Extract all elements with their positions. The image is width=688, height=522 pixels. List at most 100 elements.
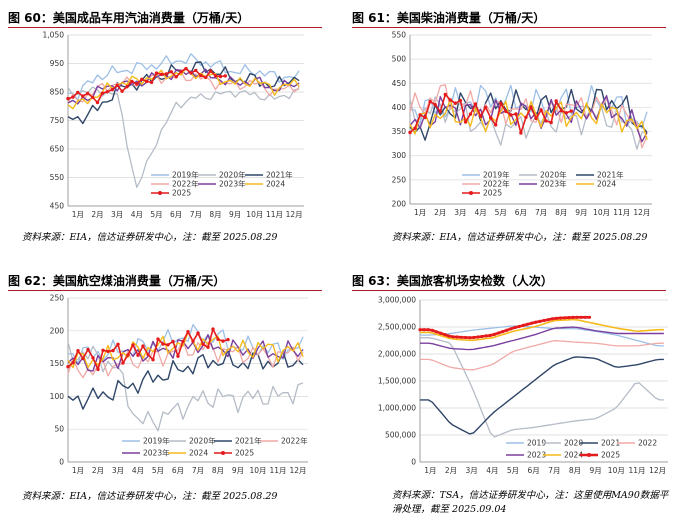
legend-label-2019: 2019年	[172, 170, 199, 180]
y-tick-label: 50	[54, 425, 64, 434]
series-point-2025	[519, 131, 523, 135]
series-point-2025	[91, 356, 95, 360]
series-point-2025	[525, 322, 530, 326]
legend-label-2020: 2020年	[540, 170, 567, 180]
figure-63-source-line-2: 滑处理，截至 2025.09.04	[392, 504, 507, 515]
x-tick-label: 4月	[474, 208, 486, 217]
series-point-2025	[418, 328, 422, 332]
series-point-2025	[484, 334, 488, 338]
series-point-2025	[451, 335, 455, 339]
x-tick-label: 2月	[434, 208, 446, 217]
y-tick-label: 750	[50, 116, 65, 125]
series-point-2025	[169, 70, 173, 74]
series-point-2025	[81, 94, 85, 98]
series-point-2025	[223, 74, 227, 78]
series-point-2025	[126, 353, 130, 357]
x-tick-label: 4月	[132, 466, 144, 475]
series-point-2025	[115, 83, 119, 87]
airport-screening-chart: 0 500,000 1,000,000 1,500,000 2,000,000 2,500…	[378, 296, 668, 475]
series-point-2025	[554, 99, 558, 103]
series-point-2025	[569, 109, 573, 113]
figure-63-title: 图 63：美国旅客机场安检数（人次）	[352, 274, 553, 288]
series-point-2025	[164, 72, 168, 76]
series-line-2023	[409, 95, 648, 143]
series-point-2025	[204, 75, 208, 80]
series-point-2025	[151, 358, 155, 362]
legend-label-2019: 2019年	[483, 170, 510, 180]
x-tick-label: 3月	[112, 466, 124, 475]
series-point-2025	[218, 74, 223, 79]
series-point-2025	[86, 91, 90, 96]
series-point-2025	[106, 349, 110, 354]
series-point-2025	[476, 335, 480, 339]
series-line-2024	[67, 67, 300, 110]
series-point-2025	[111, 348, 115, 353]
series-point-2025	[96, 367, 100, 372]
series-point-2025	[434, 330, 439, 334]
x-tick-label: 9月	[590, 466, 602, 475]
series-point-2025	[181, 339, 185, 344]
y-tick-label: 200	[392, 200, 407, 209]
legend-label-2024: 2024	[266, 180, 285, 189]
series-point-2025	[121, 361, 125, 365]
x-tick-label: 8月	[555, 208, 567, 217]
series-line-2023	[67, 334, 304, 372]
series-point-2025	[184, 66, 188, 71]
series-point-2025	[141, 344, 145, 348]
x-tick-label: 7月	[548, 466, 560, 475]
series-point-2025	[81, 356, 85, 361]
x-tick-label: 12月	[649, 466, 666, 475]
legend-label-2021: 2021年	[597, 170, 624, 180]
series-point-2025	[186, 330, 190, 334]
legend-label-2019: 2019	[527, 439, 546, 448]
series-point-2025	[447, 334, 451, 338]
x-tick-label: 7月	[192, 466, 204, 475]
y-tick-label: 550	[50, 173, 65, 182]
x-tick-label: 1月	[72, 210, 84, 219]
x-tick-label: 12月	[289, 466, 306, 475]
series-line-2021	[67, 349, 304, 410]
series-point-2025	[86, 347, 90, 352]
series-point-2025	[120, 89, 124, 93]
series-point-2025	[439, 331, 443, 335]
figure-63-source-line-1: 资料来源：TSA，信达证券研发中心，注：这里使用MA90数据平	[392, 490, 669, 501]
series-point-2025	[438, 109, 442, 114]
x-tick-label: 1月	[414, 208, 426, 217]
series-point-2025	[166, 343, 170, 347]
legend-label-2022: 2022年	[483, 179, 510, 189]
x-tick-label: 8月	[569, 466, 581, 475]
series-point-2025	[66, 96, 70, 101]
series-point-2025	[110, 87, 115, 92]
series-point-2025	[66, 365, 70, 369]
x-tick-label: 12月	[286, 210, 303, 219]
series-point-2025	[542, 318, 546, 323]
x-tick-label: 2月	[92, 466, 104, 475]
series-point-2025	[100, 91, 105, 95]
y-tick-label: 450	[392, 79, 407, 88]
x-tick-label: 8月	[209, 210, 221, 219]
series-point-2025	[529, 105, 533, 110]
series-point-2025	[146, 352, 150, 357]
series-line-2024	[67, 331, 304, 369]
legend-label-2023: 2023年	[143, 448, 170, 458]
series-point-2025	[221, 339, 225, 343]
series-point-2025	[171, 339, 175, 344]
series-line-2020	[409, 96, 648, 150]
series-point-2025	[71, 361, 75, 365]
legend-label-2024: 2024	[564, 451, 583, 460]
series-point-2025	[76, 349, 80, 353]
y-tick-label: 0	[411, 458, 416, 467]
series-line-2020	[67, 341, 304, 432]
series-point-2025	[125, 85, 129, 89]
series-point-2025	[550, 317, 554, 321]
series-point-2025	[443, 333, 447, 337]
y-tick-label: 1,500,000	[378, 377, 416, 386]
series-point-2025	[514, 112, 518, 116]
series-point-2025	[546, 318, 550, 322]
series-point-2025	[468, 336, 472, 340]
y-tick-label: 2,000,000	[378, 350, 416, 359]
figure-61-title: 图 61：美国柴油消费量（万桶/天）	[352, 11, 546, 25]
x-tick-label: 10月	[593, 208, 610, 217]
x-tick-label: 9月	[229, 210, 241, 219]
series-point-2025	[513, 325, 517, 330]
